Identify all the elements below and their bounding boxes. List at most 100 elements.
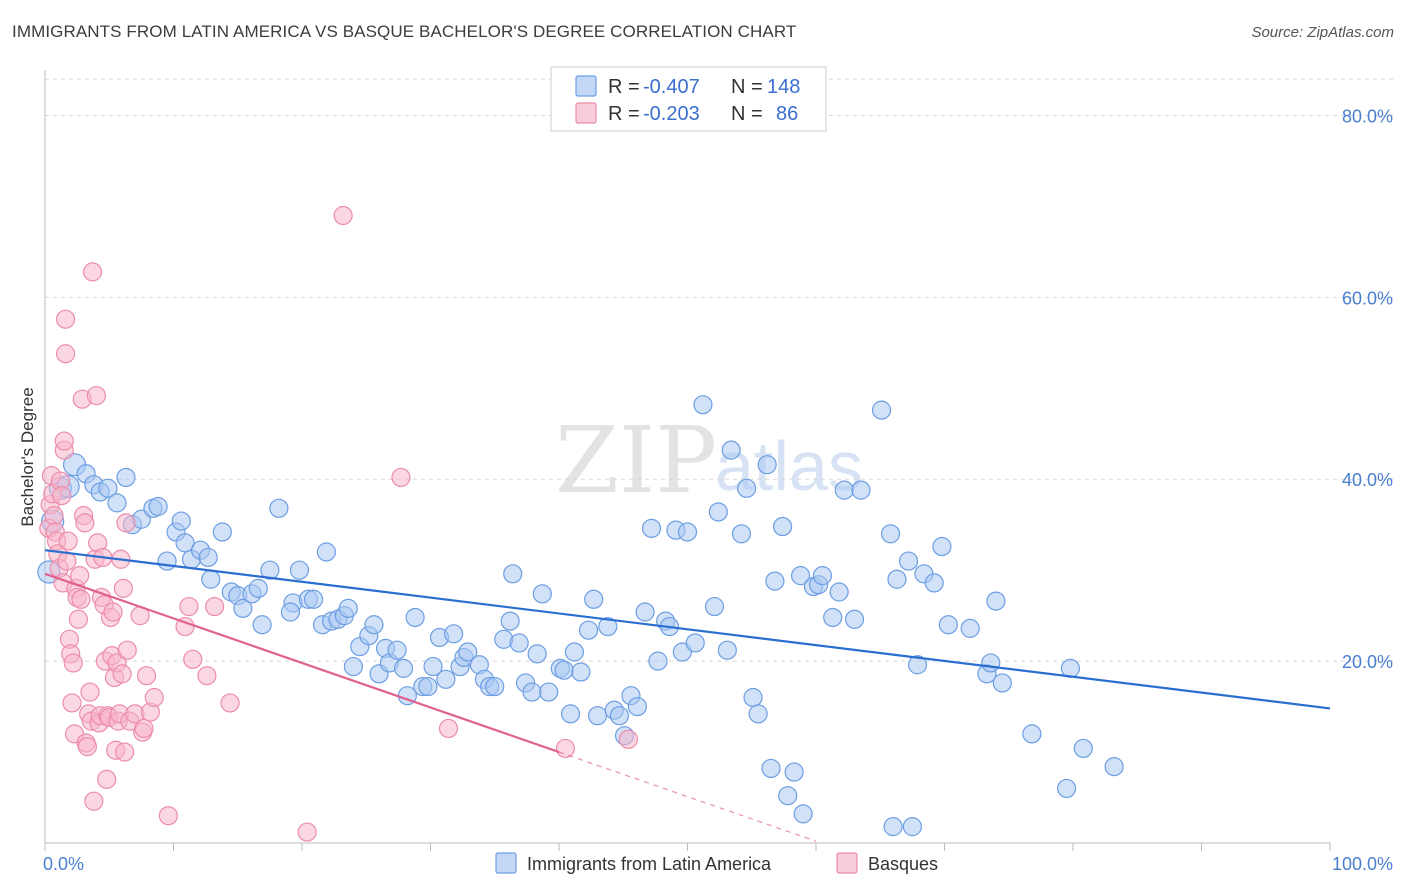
blue-point-111 — [772, 516, 793, 537]
blue-point-73 — [527, 644, 547, 664]
blue-point-50 — [387, 640, 407, 660]
correlation-legend: R = -0.407 N = 148 R = -0.203 N = 86 — [550, 66, 827, 132]
blue-point-10 — [116, 467, 136, 488]
series-legend-label-1: Immigrants from Latin America — [527, 854, 772, 874]
blue-point-109 — [761, 758, 781, 779]
chart-title: IMMIGRANTS FROM LATIN AMERICA VS BASQUE … — [12, 22, 797, 41]
blue-point-129 — [902, 817, 922, 837]
blue-point-72 — [522, 682, 542, 702]
blue-point-114 — [790, 566, 811, 586]
blue-point-121 — [834, 480, 854, 500]
blue-point-22 — [201, 569, 221, 589]
blue-point-51 — [393, 658, 414, 678]
blue-point-135 — [960, 618, 980, 638]
pink-point-10 — [52, 486, 72, 506]
blue-point-55 — [418, 676, 438, 697]
blue-point-127 — [887, 569, 907, 589]
blue-point-69 — [503, 564, 523, 584]
blue-point-86 — [609, 706, 629, 726]
blue-point-36 — [303, 589, 324, 609]
watermark: ZIP atlas — [555, 407, 863, 514]
pink-point-37 — [84, 791, 104, 811]
blue-point-92 — [648, 651, 668, 671]
blue-point-97 — [677, 522, 698, 542]
blue-point-9 — [107, 493, 127, 513]
blue-point-139 — [992, 673, 1012, 693]
blue-point-134 — [938, 615, 958, 635]
pink-point-34 — [80, 682, 100, 702]
blue-point-112 — [778, 786, 798, 806]
pink-point-25 — [68, 609, 89, 629]
blue-point-26 — [233, 598, 253, 618]
pink-point-26 — [70, 566, 90, 586]
trend-lines — [44, 549, 1331, 842]
blue-point-137 — [981, 653, 1001, 673]
blue-point-38 — [316, 542, 337, 562]
blue-point-118 — [812, 566, 833, 586]
series-legend-swatch-blue — [495, 852, 517, 874]
blue-point-124 — [871, 400, 892, 420]
blue-point-110 — [765, 571, 785, 591]
legend-r-label-1: R = — [608, 76, 640, 98]
pink-point-68 — [134, 718, 154, 739]
blue-point-58 — [436, 669, 456, 689]
blue-point-17 — [171, 511, 191, 531]
x-axis-ticks: 0.0% 100.0% — [43, 843, 1393, 874]
blue-point-140 — [1022, 724, 1042, 744]
pink-point-15 — [55, 344, 76, 364]
series-basques-points — [39, 205, 638, 842]
blue-point-122 — [844, 609, 865, 629]
legend-n-label-2: N = — [731, 103, 763, 125]
pink-point-75 — [183, 649, 203, 669]
blue-point-133 — [932, 536, 952, 557]
blue-point-74 — [532, 584, 552, 604]
blue-point-70 — [509, 633, 529, 653]
pink-point-59 — [112, 664, 132, 684]
pink-point-20 — [62, 693, 82, 713]
blue-point-100 — [704, 596, 725, 617]
blue-point-28 — [248, 578, 268, 598]
pink-point-72 — [158, 806, 178, 826]
blue-point-106 — [743, 687, 763, 708]
blue-point-130 — [907, 655, 928, 675]
blue-point-14 — [148, 496, 168, 517]
blue-point-113 — [784, 762, 804, 782]
blue-point-18 — [175, 533, 195, 553]
pink-point-4 — [44, 506, 64, 526]
blue-point-132 — [924, 573, 944, 593]
blue-point-125 — [880, 524, 901, 544]
blue-point-91 — [641, 518, 662, 538]
pink-point-32 — [77, 737, 98, 757]
blue-point-81 — [578, 620, 599, 640]
pink-point-36 — [82, 262, 103, 282]
pink-point-63 — [117, 640, 137, 660]
blue-point-89 — [627, 696, 647, 717]
blue-point-53 — [405, 607, 425, 628]
y-tick-label-3: 80.0% — [1342, 106, 1393, 126]
legend-swatch-blue — [575, 75, 597, 97]
blue-point-15 — [157, 551, 177, 571]
pink-point-79 — [297, 822, 317, 842]
blue-point-46 — [364, 615, 384, 635]
pink-point-62 — [116, 513, 136, 533]
blue-point-108 — [757, 455, 777, 475]
y-tick-label-1: 40.0% — [1342, 470, 1393, 490]
blue-point-33 — [280, 602, 301, 622]
blue-point-59 — [444, 624, 464, 644]
pink-point-27 — [71, 589, 91, 609]
blue-point-68 — [500, 611, 520, 631]
blue-point-115 — [793, 804, 813, 824]
legend-swatch-pink — [575, 102, 597, 124]
blue-point-99 — [693, 395, 713, 415]
blue-point-66 — [485, 676, 505, 697]
pink-point-83 — [555, 738, 576, 759]
legend-n-label-1: N = — [731, 76, 763, 98]
pink-point-71 — [144, 687, 164, 708]
blue-point-21 — [198, 547, 218, 568]
y-tick-label-2: 60.0% — [1342, 288, 1393, 308]
blue-point-128 — [898, 551, 919, 571]
legend-n-value-1: 148 — [767, 76, 800, 98]
pink-point-17 — [58, 531, 78, 551]
pink-point-69 — [136, 666, 157, 686]
